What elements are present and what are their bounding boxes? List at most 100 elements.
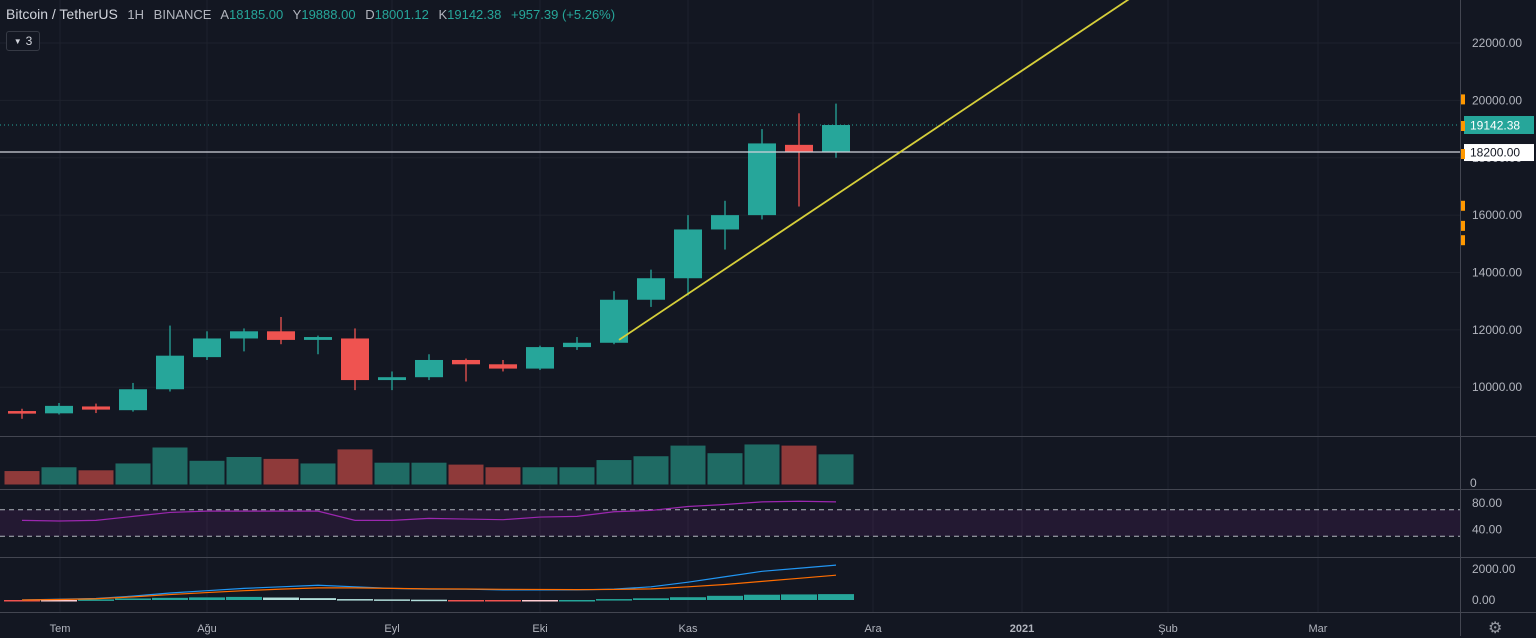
candle xyxy=(711,200,739,250)
macd-histogram-bar xyxy=(337,599,373,601)
candle xyxy=(119,382,147,412)
volume-bar xyxy=(817,453,855,486)
candle-body xyxy=(82,406,110,410)
alert-marker xyxy=(1461,235,1465,246)
macd-histogram-bar xyxy=(300,598,336,600)
macd-histogram-bar xyxy=(485,600,521,602)
candle-body xyxy=(45,405,73,414)
candle-body xyxy=(119,389,147,411)
candle-body xyxy=(674,229,702,279)
macd-histogram-bar xyxy=(818,594,854,600)
low-label: D xyxy=(365,7,375,22)
open-value: 18185.00 xyxy=(229,7,284,22)
volume-bar xyxy=(40,466,78,486)
volume-bar xyxy=(669,444,707,486)
indicator-count: 3 xyxy=(25,34,33,48)
candle-body xyxy=(452,359,480,365)
candle-body xyxy=(785,144,813,153)
macd-histogram-bar xyxy=(411,599,447,602)
low-value: 18001.12 xyxy=(374,7,429,22)
volume-bar xyxy=(188,459,226,486)
candle xyxy=(193,331,221,360)
volume-bar xyxy=(299,462,337,486)
alert-marker xyxy=(1461,94,1465,105)
gear-icon[interactable]: ⚙ xyxy=(1488,620,1503,637)
macd-histogram-bar xyxy=(226,596,262,600)
macd-tick-label: 0.00 xyxy=(1472,593,1496,607)
high-label: Y xyxy=(292,7,302,22)
candle-body xyxy=(822,125,850,153)
volume-bar xyxy=(521,466,559,486)
candle-body xyxy=(230,331,258,339)
macd-histogram-bar xyxy=(559,600,595,602)
macd-histogram-bar xyxy=(189,597,225,600)
volume-bar xyxy=(743,443,781,486)
current-price-tag-bg xyxy=(1464,115,1534,134)
horizontal-line-tag-bg xyxy=(1464,144,1534,162)
price-tick-label: 14000.00 xyxy=(1472,266,1522,280)
candle-body xyxy=(378,377,406,381)
candle xyxy=(674,215,702,296)
candle xyxy=(230,328,258,352)
close-value: 19142.38 xyxy=(447,7,502,22)
time-tick-label: Şub xyxy=(1158,623,1178,635)
symbol-pair[interactable]: Bitcoin / TetherUS xyxy=(6,6,118,22)
volume-bar xyxy=(373,461,411,486)
candle-body xyxy=(341,338,369,381)
candle xyxy=(489,359,517,372)
volume-bar xyxy=(262,457,300,486)
candle-body xyxy=(748,143,776,216)
macd-histogram-bar xyxy=(41,600,77,602)
horizontal-line-tag-text: 18200.00 xyxy=(1470,146,1520,160)
volume-bar xyxy=(632,455,670,486)
rsi-tick-label: 80.00 xyxy=(1472,496,1502,510)
time-tick-label: Ara xyxy=(864,623,882,635)
candle-body xyxy=(563,342,591,348)
candle xyxy=(563,337,591,350)
macd-histogram-bar xyxy=(152,597,188,600)
candle xyxy=(452,358,480,382)
rsi-line xyxy=(21,500,837,522)
candle xyxy=(45,403,73,415)
macd-histogram-bar xyxy=(633,598,669,600)
price-tick-label: 12000.00 xyxy=(1472,323,1522,337)
time-tick-label: Kas xyxy=(679,623,698,635)
candle-body xyxy=(489,364,517,369)
candle-body xyxy=(415,359,443,378)
volume-bar xyxy=(558,466,596,486)
rsi-tick-label: 40.00 xyxy=(1472,523,1502,537)
volume-bar xyxy=(780,444,818,486)
volume-axis-label: 0 xyxy=(1470,476,1477,490)
volume-bar xyxy=(595,459,633,486)
alert-marker xyxy=(1461,120,1465,131)
indicators-toggle-button[interactable]: ▼ 3 xyxy=(6,31,40,51)
macd-histogram-bar xyxy=(670,597,706,600)
macd-histogram-bar xyxy=(596,599,632,601)
macd-signal-line xyxy=(21,574,837,601)
candle xyxy=(378,371,406,391)
change-value: +957.39 (+5.26%) xyxy=(510,7,616,22)
candle xyxy=(267,316,295,345)
exchange-label: BINANCE xyxy=(153,7,212,22)
candle-body xyxy=(156,355,184,390)
macd-histogram-bar xyxy=(781,594,817,600)
macd-histogram-bar xyxy=(78,599,114,601)
interval-label[interactable]: 1H xyxy=(127,7,145,22)
candle xyxy=(304,335,332,355)
volume-bar xyxy=(225,456,263,486)
candle xyxy=(785,113,813,207)
volume-bar xyxy=(410,461,448,486)
price-tick-label: 10000.00 xyxy=(1472,380,1522,394)
trend-line xyxy=(618,0,1130,341)
high-value: 19888.00 xyxy=(301,7,356,22)
macd-histogram-bar xyxy=(707,595,743,600)
time-tick-label: Mar xyxy=(1309,623,1328,635)
rsi-band xyxy=(0,509,1460,537)
macd-histogram-bar xyxy=(448,600,484,602)
candle-body xyxy=(193,338,221,358)
time-tick-label: Eki xyxy=(532,623,547,635)
volume-bar xyxy=(3,470,41,486)
macd-tick-label: 2000.00 xyxy=(1472,562,1516,576)
